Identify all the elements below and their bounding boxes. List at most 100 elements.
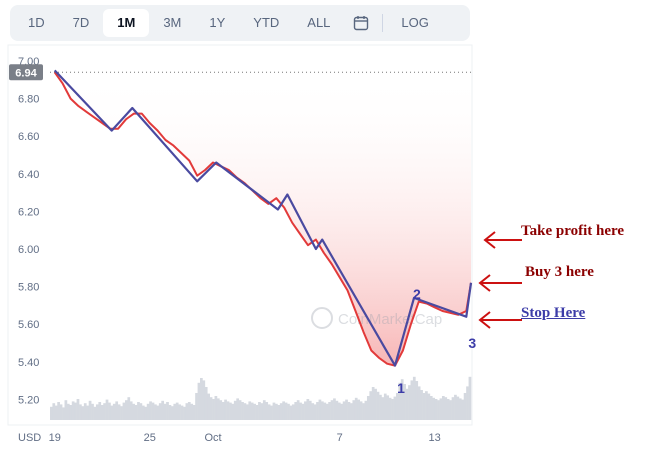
volume-bar bbox=[393, 396, 397, 420]
volume-bar bbox=[262, 400, 266, 420]
volume-bar bbox=[180, 405, 184, 420]
volume-bar bbox=[54, 405, 58, 420]
volume-bar bbox=[117, 404, 121, 420]
volume-bar bbox=[456, 396, 460, 420]
volume-bar bbox=[144, 406, 148, 420]
volume-bar bbox=[103, 403, 106, 420]
volume-bar bbox=[328, 402, 331, 420]
volume-bar bbox=[161, 400, 165, 420]
annotation-arrow-head-icon bbox=[478, 311, 491, 329]
volume-bar bbox=[304, 401, 307, 420]
volume-bar bbox=[115, 401, 119, 420]
volume-bar bbox=[410, 380, 414, 420]
volume-bar bbox=[81, 406, 85, 420]
volume-bar bbox=[458, 398, 462, 420]
volume-bar bbox=[185, 403, 189, 420]
volume-bar bbox=[137, 402, 140, 420]
volume-bar bbox=[241, 402, 244, 420]
log-scale-button[interactable]: LOG bbox=[401, 15, 429, 30]
volume-bar bbox=[229, 402, 232, 420]
volume-bar bbox=[125, 400, 128, 420]
volume-bar bbox=[238, 400, 242, 420]
volume-bar bbox=[216, 398, 220, 420]
volume-bar bbox=[132, 403, 135, 420]
volume-bar bbox=[52, 403, 56, 420]
volume-bar bbox=[190, 403, 194, 420]
volume-bar bbox=[466, 386, 469, 420]
volume-bar bbox=[202, 380, 206, 420]
volume-bar bbox=[178, 404, 181, 420]
volume-bar bbox=[422, 393, 426, 420]
volume-bar bbox=[57, 402, 60, 420]
y-tick-label: 5.60 bbox=[18, 319, 39, 331]
range-3m-button[interactable]: 3M bbox=[163, 15, 182, 30]
stop-annotation: Stop Here bbox=[521, 305, 586, 321]
volume-bar bbox=[291, 404, 295, 420]
volume-bar bbox=[79, 404, 82, 420]
volume-bar bbox=[219, 400, 223, 420]
volume-bar bbox=[243, 403, 247, 420]
volume-bar bbox=[168, 405, 172, 420]
range-1d-button[interactable]: 1D bbox=[28, 15, 45, 30]
volume-bar bbox=[134, 405, 138, 420]
volume-bar bbox=[197, 382, 201, 420]
volume-bar bbox=[224, 399, 227, 420]
volume-bar bbox=[468, 376, 472, 420]
volume-bar bbox=[386, 395, 390, 420]
range-1y-button[interactable]: 1Y bbox=[209, 15, 226, 30]
volume-bar bbox=[359, 401, 363, 420]
volume-bar bbox=[195, 393, 198, 420]
volume-bar bbox=[352, 400, 356, 420]
volume-bar bbox=[100, 405, 104, 420]
y-tick-label: 6.20 bbox=[18, 206, 39, 218]
volume-bar bbox=[209, 397, 213, 420]
volume-bar bbox=[93, 406, 97, 420]
calendar-button[interactable] bbox=[344, 9, 378, 37]
range-1m-button[interactable]: 1M bbox=[103, 9, 150, 37]
volume-bar bbox=[320, 401, 324, 420]
volume-bar bbox=[417, 386, 421, 420]
chart-frame bbox=[7, 44, 473, 426]
volume-bar bbox=[398, 382, 402, 420]
volume-bar bbox=[369, 391, 373, 420]
volume-bar bbox=[279, 403, 283, 420]
y-tick-label: 6.80 bbox=[18, 94, 39, 106]
annotation-arrow-head-icon bbox=[483, 231, 496, 249]
volume-bar bbox=[412, 376, 416, 420]
volume-bar bbox=[366, 396, 370, 420]
volume-bar bbox=[342, 401, 346, 420]
volume-bar bbox=[265, 402, 269, 420]
y-tick-label: 5.20 bbox=[18, 394, 39, 406]
volume-bar bbox=[371, 387, 375, 420]
volume-bar bbox=[284, 402, 288, 420]
axis-unit-label: USD bbox=[18, 432, 41, 444]
volume-bar bbox=[415, 381, 419, 420]
volume-bar bbox=[173, 403, 177, 420]
range-all-button[interactable]: ALL bbox=[307, 15, 331, 30]
volume-bar bbox=[405, 388, 409, 420]
volume-bar bbox=[299, 402, 302, 420]
volume-bar bbox=[221, 402, 225, 420]
volume-bar bbox=[437, 400, 440, 420]
volume-bar bbox=[311, 403, 315, 420]
volume-bar bbox=[187, 402, 191, 420]
volume-bar bbox=[207, 393, 210, 420]
volume-bar bbox=[112, 403, 116, 420]
calendar-icon bbox=[354, 16, 369, 31]
volume-bar bbox=[340, 403, 344, 420]
volume-bar bbox=[233, 400, 237, 420]
volume-bar bbox=[333, 398, 336, 420]
range-ytd-button[interactable]: YTD bbox=[253, 15, 280, 30]
volume-bar bbox=[255, 405, 259, 420]
volume-bar bbox=[64, 400, 68, 420]
volume-bar bbox=[400, 379, 404, 420]
range-7d-button[interactable]: 7D bbox=[72, 15, 90, 30]
volume-bar bbox=[272, 402, 276, 420]
volume-bar bbox=[248, 401, 252, 420]
volume-bar bbox=[149, 401, 152, 420]
y-tick-label: 5.80 bbox=[18, 282, 39, 294]
price-line bbox=[53, 71, 472, 367]
volume-bar bbox=[308, 400, 312, 420]
volume-bar bbox=[69, 405, 73, 420]
volume-bar bbox=[362, 403, 365, 420]
